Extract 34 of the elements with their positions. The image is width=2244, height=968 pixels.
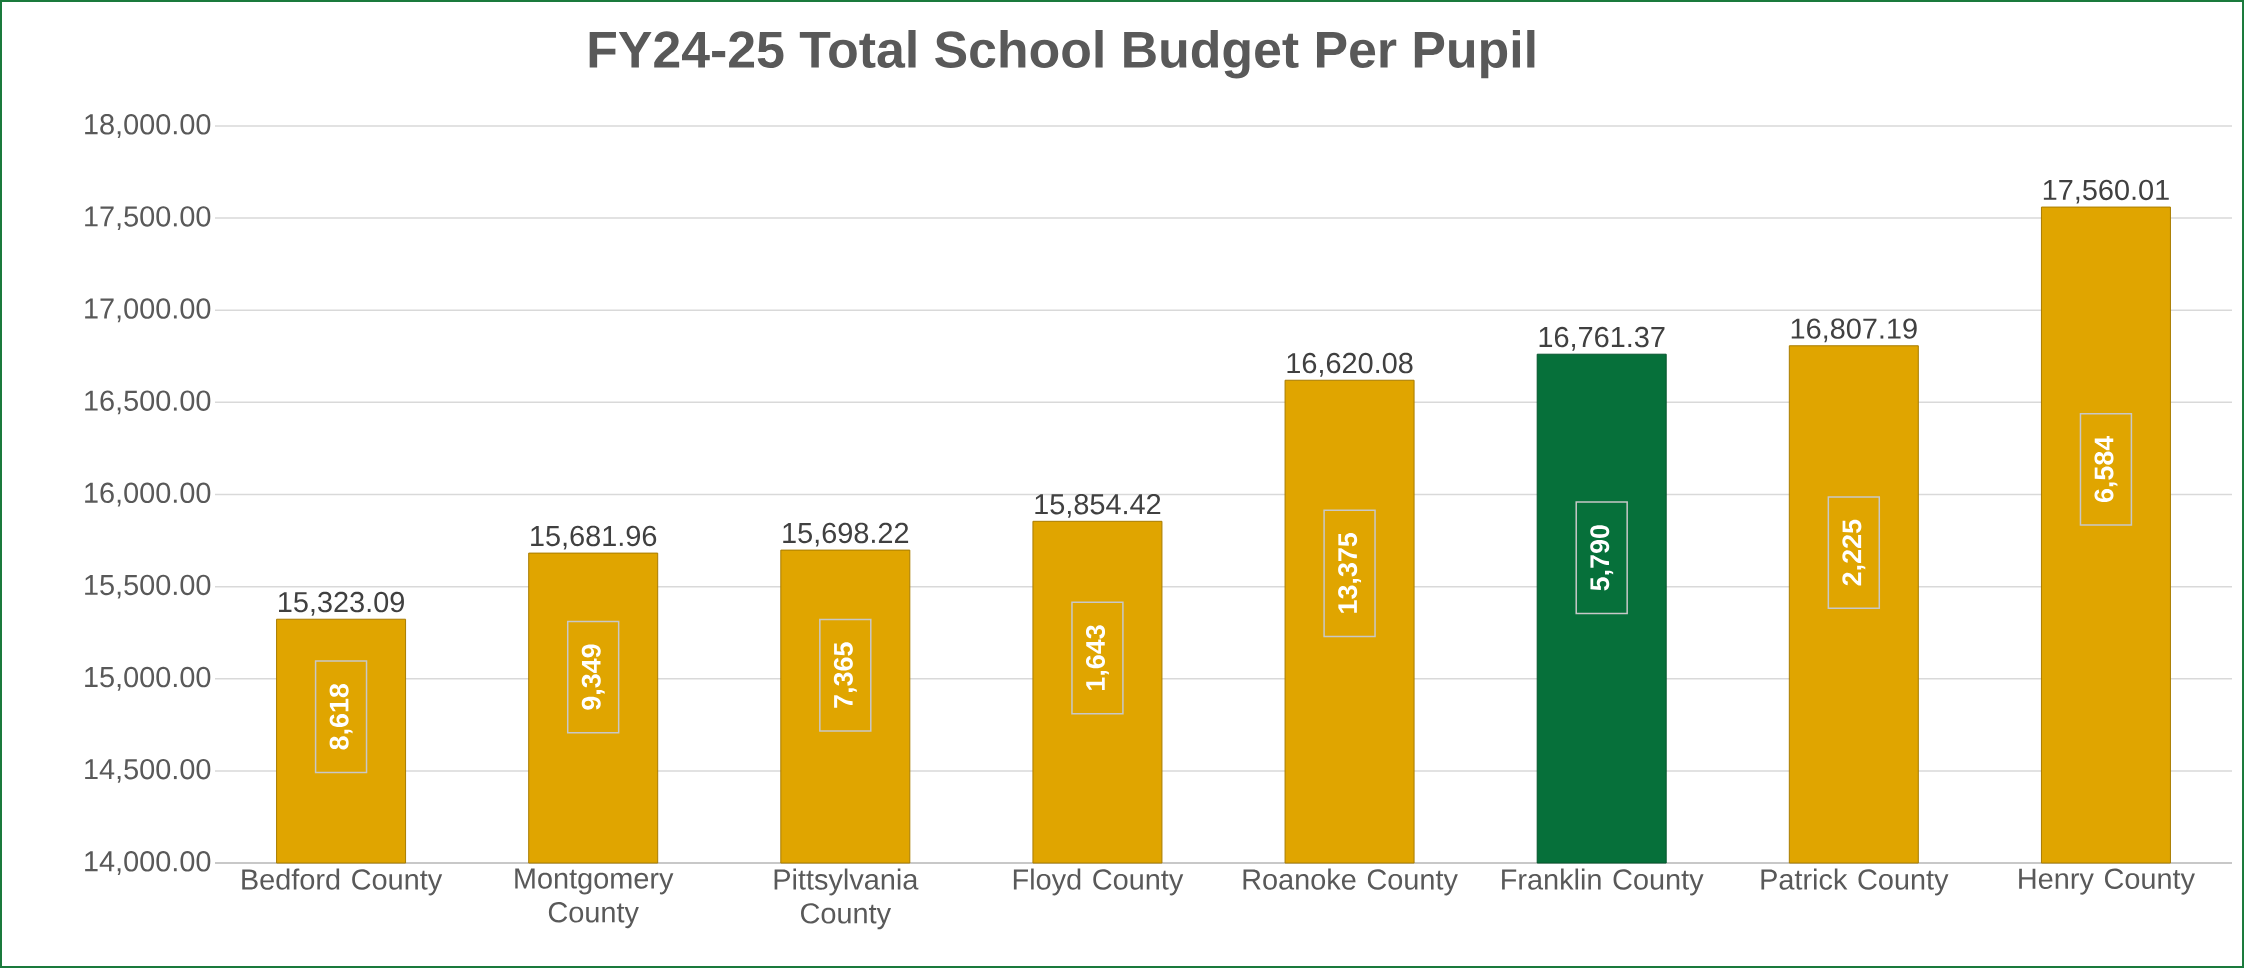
annotation: 7,365: [833, 642, 857, 708]
y-tick-label: 14,000.00: [85, 851, 211, 875]
x-tick-label: Pittsylvania County: [774, 868, 919, 930]
data-label: 16,761.37: [1539, 326, 1665, 351]
annotation: 13,375: [1338, 532, 1362, 613]
x-tick-label: Bedford County: [242, 868, 443, 896]
y-tick-label: 15,500.00: [85, 574, 211, 599]
x-tick-label: Henry County: [2019, 868, 2195, 895]
x-tick-label: Franklin County: [1502, 868, 1704, 896]
x-tick-label: Patrick County: [1761, 868, 1949, 896]
x-tick-label: Floyd County: [1013, 868, 1184, 896]
data-label: 15,854.42: [1035, 493, 1161, 518]
chart-title: FY24-25 Total School Budget Per Pupil: [589, 29, 1535, 79]
annotation: 8,618: [329, 683, 353, 750]
y-tick-label: 15,000.00: [85, 666, 211, 691]
x-tick-label: Montgomery County: [515, 868, 674, 929]
y-tick-label: 14,500.00: [85, 758, 211, 783]
data-label: 16,807.19: [1791, 318, 1917, 343]
y-tick-label: 16,000.00: [85, 482, 211, 507]
x-tick-label: Roanoke County: [1243, 868, 1458, 896]
y-tick-label: 18,000.00: [85, 114, 211, 138]
annotation: 5,790: [1590, 525, 1614, 591]
data-label: 15,681.96: [531, 525, 657, 550]
annotation: 1,643: [1085, 625, 1109, 690]
y-tick-label: 17,000.00: [85, 298, 211, 323]
annotation: 6,584: [2094, 435, 2118, 503]
data-label: 16,620.08: [1287, 352, 1413, 377]
annotation: 2,225: [1842, 519, 1866, 586]
y-tick-label: 16,500.00: [85, 390, 211, 415]
data-label: 15,323.09: [279, 591, 404, 616]
y-tick-label: 17,500.00: [85, 206, 211, 231]
data-label: 15,698.22: [783, 522, 909, 547]
annotation: 9,349: [581, 644, 605, 710]
data-label: 17,560.01: [2043, 179, 2169, 204]
